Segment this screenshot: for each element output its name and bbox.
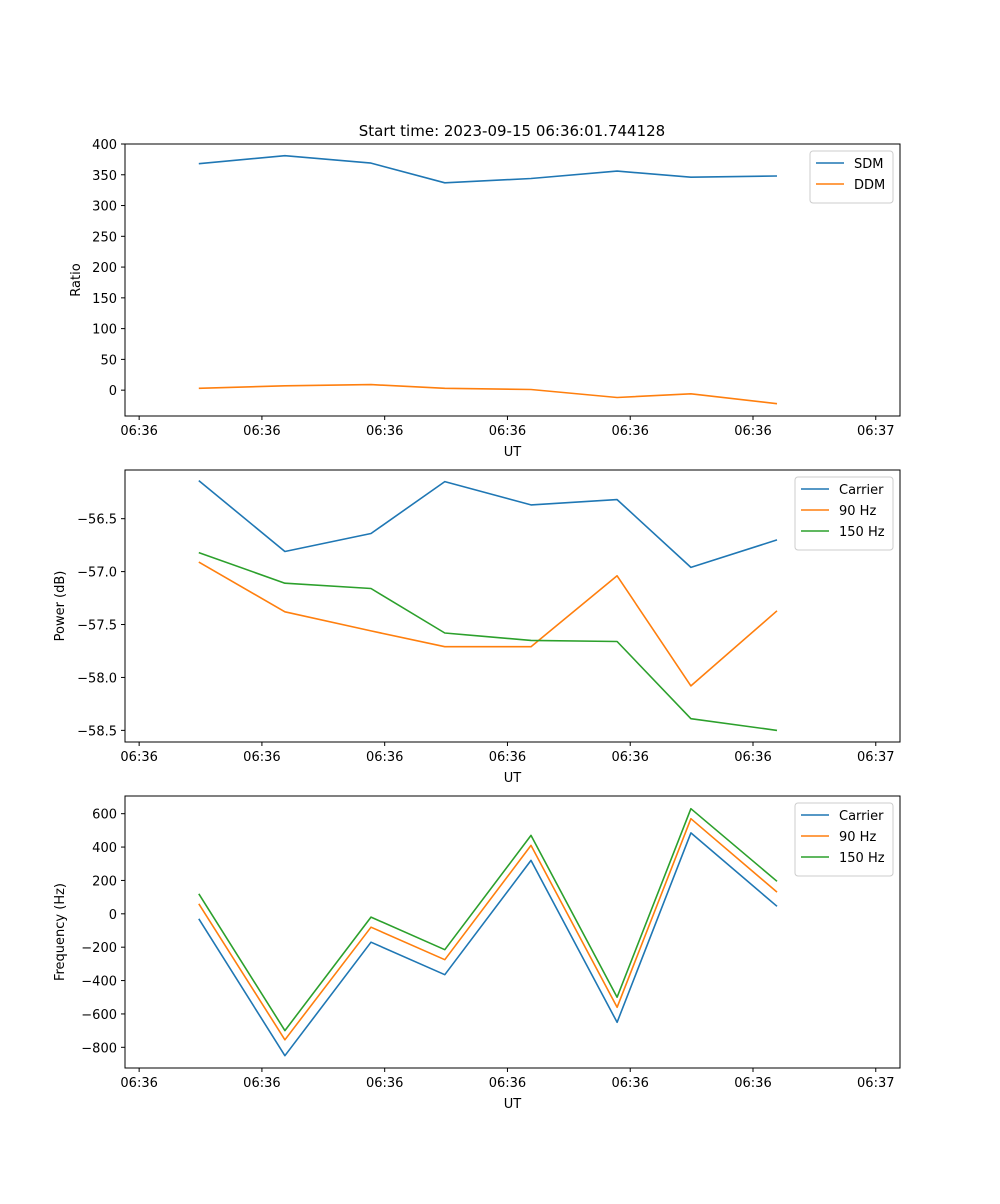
x-tick-label: 06:36	[366, 424, 403, 439]
x-tick-label: 06:36	[611, 1076, 648, 1091]
y-tick-label: −58.0	[77, 671, 117, 686]
x-tick-label: 06:37	[857, 424, 894, 439]
y-tick-label: 150	[92, 292, 117, 307]
y-tick-label: 350	[92, 169, 117, 184]
ratio-panel: 06:36 06:36 06:36 06:36 06:36 06:36 06:37 0 50 10…	[69, 138, 901, 460]
series-line-carrier	[198, 479, 778, 569]
x-tick-label: 06:36	[489, 424, 526, 439]
x-tick-label: 06:36	[734, 750, 771, 765]
y-axis-label: Ratio	[69, 263, 84, 296]
y-tick-label: 600	[92, 808, 117, 823]
y-tick-label: −56.5	[77, 513, 117, 528]
y-tick-label: 250	[92, 230, 117, 245]
y-tick-label: 400	[92, 841, 117, 856]
frequency-axes-frame	[124, 795, 901, 1069]
x-tick-label: 06:36	[611, 750, 648, 765]
ratio-legend: SDM DDM	[809, 150, 894, 204]
x-tick-label: 06:36	[243, 1076, 280, 1091]
y-tick-label: −200	[81, 941, 117, 956]
y-tick-label: 200	[92, 261, 117, 276]
series-line-carrier	[198, 832, 778, 1057]
y-tick-label: −58.5	[77, 724, 117, 739]
legend-label: 150 Hz	[839, 851, 885, 866]
x-tick-label: 06:36	[489, 750, 526, 765]
y-tick-label: 200	[92, 874, 117, 889]
x-axis-label: UT	[504, 771, 522, 786]
y-axis-label: Power (dB)	[53, 571, 68, 642]
x-tick-label: 06:36	[734, 1076, 771, 1091]
legend-label: Carrier	[839, 483, 884, 498]
x-axis-label: UT	[504, 445, 522, 460]
x-tick-label: 06:36	[734, 424, 771, 439]
x-tick-label: 06:37	[857, 1076, 894, 1091]
y-tick-label: 50	[100, 353, 117, 368]
series-line-sdm	[198, 154, 778, 184]
x-tick-label: 06:36	[366, 750, 403, 765]
y-tick-label: 400	[92, 138, 117, 153]
legend-label: Carrier	[839, 809, 884, 824]
x-tick-label: 06:36	[120, 1076, 157, 1091]
legend-label: SDM	[854, 157, 883, 172]
series-line-90-hz	[198, 561, 778, 687]
x-tick-label: 06:36	[120, 424, 157, 439]
frequency-legend: Carrier 90 Hz 150 Hz	[794, 802, 894, 877]
power-panel: 06:36 06:36 06:36 06:36 06:36 06:36 06:37 −56.5…	[53, 469, 901, 786]
legend-label: 150 Hz	[839, 525, 885, 540]
y-tick-label: 100	[92, 323, 117, 338]
y-tick-label: 0	[109, 384, 117, 399]
power-legend: Carrier 90 Hz 150 Hz	[794, 476, 894, 551]
series-line-90-hz	[198, 817, 778, 1041]
y-tick-label: −57.5	[77, 619, 117, 634]
x-tick-label: 06:36	[366, 1076, 403, 1091]
legend-label: 90 Hz	[839, 504, 876, 519]
legend-box	[809, 150, 894, 204]
y-tick-label: −600	[81, 1008, 117, 1023]
ratio-axes-frame	[124, 143, 901, 417]
y-tick-label: −800	[81, 1041, 117, 1056]
series-line-150-hz	[198, 807, 778, 1032]
series-line-ddm	[198, 383, 778, 405]
y-tick-label: −57.0	[77, 566, 117, 581]
y-tick-label: 0	[109, 908, 117, 923]
y-tick-label: 300	[92, 200, 117, 215]
x-tick-label: 06:36	[243, 750, 280, 765]
frequency-panel: 06:36 06:36 06:36 06:36 06:36 06:36 06:37 600 40…	[53, 795, 901, 1112]
y-axis-label: Frequency (Hz)	[53, 883, 68, 981]
x-tick-label: 06:36	[120, 750, 157, 765]
x-axis-label: UT	[504, 1097, 522, 1112]
series-line-150-hz	[198, 551, 778, 732]
x-tick-label: 06:36	[611, 424, 648, 439]
legend-label: 90 Hz	[839, 830, 876, 845]
x-tick-label: 06:36	[489, 1076, 526, 1091]
y-tick-label: −400	[81, 975, 117, 990]
legend-label: DDM	[854, 178, 885, 193]
x-tick-label: 06:37	[857, 750, 894, 765]
figure-title: Start time: 2023-09-15 06:36:01.744128	[359, 122, 665, 140]
power-axes-frame	[124, 469, 901, 743]
x-tick-label: 06:36	[243, 424, 280, 439]
